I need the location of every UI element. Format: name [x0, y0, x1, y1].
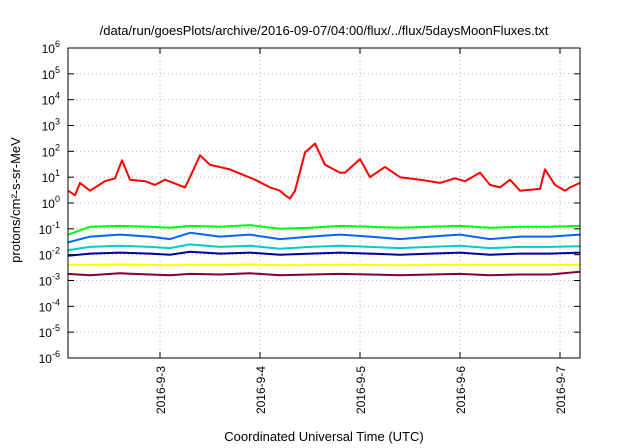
chart-ticks: 10-6 10-5 10-4 10-3 10-2 10-1 100 101 102 103 104 1… — [39, 39, 580, 414]
y-tick-label: 106 — [42, 39, 60, 56]
y-tick-label: 103 — [42, 117, 60, 134]
x-tick-label: 2016-9-6 — [454, 366, 468, 414]
series-line-6 — [67, 270, 581, 277]
x-tick-label: 2016-9-5 — [354, 366, 368, 414]
y-tick-label: 100 — [42, 194, 60, 211]
series-line-4 — [67, 250, 581, 257]
y-tick-label: 104 — [42, 91, 60, 108]
y-tick-label: 10-2 — [39, 246, 60, 263]
y-tick-label: 10-6 — [39, 349, 60, 366]
x-axis-label: Coordinated Universal Time (UTC) — [224, 429, 423, 444]
y-tick-label: 102 — [42, 142, 60, 159]
y-axis-label: protons/cm²-s-sr-MeV — [8, 137, 23, 263]
chart-grid — [68, 48, 580, 358]
y-tick-label: 10-4 — [39, 297, 60, 314]
series-line-1 — [67, 224, 581, 236]
y-tick-label: 10-1 — [39, 220, 60, 237]
chart-series — [67, 142, 581, 277]
x-tick-label: 2016-9-3 — [154, 366, 168, 414]
series-line-5 — [68, 263, 581, 267]
x-tick-label: 2016-9-7 — [554, 366, 568, 414]
x-tick-label: 2016-9-4 — [254, 366, 268, 414]
series-line-3 — [67, 243, 581, 252]
y-tick-label: 101 — [42, 168, 60, 185]
y-tick-label: 10-5 — [39, 323, 60, 340]
chart-title: /data/run/goesPlots/archive/2016-09-07/0… — [100, 23, 549, 38]
series-line-2 — [67, 231, 581, 244]
y-tick-label: 10-3 — [39, 272, 60, 289]
y-tick-label: 105 — [42, 65, 60, 82]
series-line-0 — [67, 142, 581, 200]
